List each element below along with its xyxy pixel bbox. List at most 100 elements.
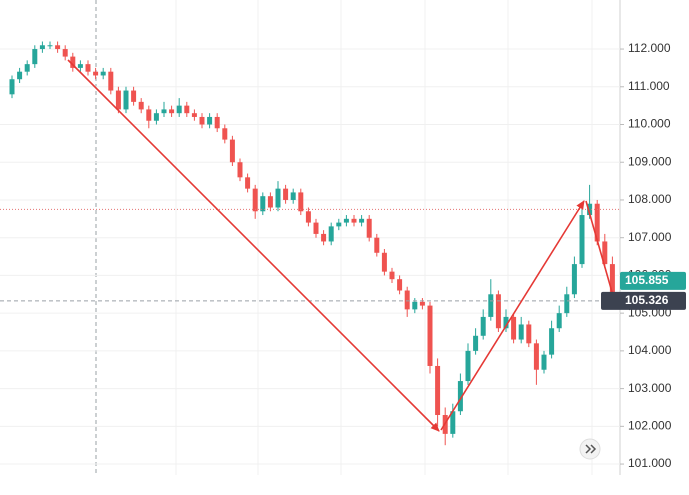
- y-tick-label: 109.000: [628, 154, 672, 168]
- candle-body: [77, 64, 83, 68]
- candle-body: [275, 188, 281, 208]
- scroll-button[interactable]: [579, 438, 601, 460]
- candle-body: [450, 411, 456, 434]
- candle-body: [191, 113, 197, 117]
- candle-body: [313, 222, 319, 234]
- grid: 101.000102.000103.000104.000105.000106.0…: [0, 41, 672, 470]
- candle-body: [587, 203, 593, 216]
- candle-body: [237, 162, 243, 178]
- candle-body: [473, 335, 479, 351]
- candle-body: [229, 139, 235, 163]
- trend-arrow: [585, 200, 618, 307]
- candle-body: [245, 177, 251, 189]
- candle-body: [24, 64, 30, 72]
- candle-body: [85, 64, 91, 72]
- candle-body: [526, 324, 532, 344]
- candle-body: [465, 350, 471, 382]
- candle-body: [260, 196, 266, 212]
- candle-body: [146, 109, 152, 121]
- candle-body: [222, 128, 228, 140]
- candle-body: [404, 290, 410, 310]
- y-tick-label: 108.000: [628, 192, 672, 206]
- candle-body: [343, 218, 349, 223]
- candle-body: [571, 264, 577, 295]
- candle-body: [108, 71, 114, 91]
- candle-body: [533, 343, 539, 370]
- candle-body: [252, 188, 258, 212]
- candle-body: [93, 71, 99, 76]
- y-tick-label: 103.000: [628, 381, 672, 395]
- candle-body: [374, 237, 380, 253]
- candle-body: [298, 192, 304, 212]
- candle-body: [199, 116, 205, 125]
- y-tick-label: 112.000: [628, 41, 671, 55]
- candle-body: [412, 301, 418, 310]
- candle-body: [115, 90, 121, 110]
- candle-body: [336, 222, 342, 227]
- candle-body: [290, 192, 296, 200]
- candle-body: [359, 218, 365, 223]
- candle-body: [602, 241, 608, 265]
- y-tick-label: 111.000: [628, 79, 670, 93]
- candle-body: [389, 271, 395, 280]
- scroll-icon: [585, 444, 597, 454]
- last-price-box: [620, 271, 686, 290]
- candle-body: [541, 354, 547, 370]
- trend-arrow: [440, 200, 585, 431]
- candle-body: [267, 196, 273, 208]
- crosshair-price-box: [601, 291, 686, 310]
- candle-body: [214, 116, 220, 129]
- candle-body: [549, 328, 555, 355]
- candle-body: [131, 90, 137, 102]
- candle-body: [153, 113, 159, 121]
- candle-body: [328, 226, 334, 242]
- y-tick-label: 102.000: [628, 419, 672, 433]
- y-tick-label: 107.000: [628, 230, 672, 244]
- candle-body: [17, 71, 23, 80]
- candle-body: [457, 381, 463, 412]
- candle-body: [564, 294, 570, 314]
- candle-body: [9, 79, 15, 95]
- candle-body: [480, 316, 486, 336]
- candle-body: [62, 49, 68, 57]
- y-tick-label: 101.000: [628, 456, 672, 470]
- candle-body: [381, 252, 387, 272]
- candle-body: [55, 45, 61, 50]
- candle-body: [70, 56, 76, 68]
- candle-body: [495, 294, 501, 329]
- trend-arrows: [67, 59, 618, 432]
- candle-body: [366, 218, 372, 238]
- candle-body: [138, 101, 144, 110]
- candle-body: [176, 105, 182, 114]
- price-labels: 105.855 105.326: [601, 271, 686, 310]
- candle-body: [556, 313, 562, 329]
- candle-body: [518, 324, 524, 340]
- candle-body: [123, 90, 129, 110]
- candle-body: [305, 211, 311, 223]
- candle-body: [321, 233, 327, 242]
- candle-body: [594, 203, 600, 242]
- candle-body: [609, 264, 615, 302]
- candle-body: [511, 316, 517, 340]
- candle-body: [161, 109, 167, 114]
- candle-body: [39, 45, 45, 50]
- crosshair-price-label: 105.326: [625, 293, 669, 307]
- y-tick-label: 104.000: [628, 343, 672, 357]
- candle-body: [184, 105, 190, 114]
- candle-body: [207, 116, 213, 125]
- y-tick-label: 110.000: [628, 117, 671, 131]
- candle-body: [47, 45, 53, 47]
- candle-body: [419, 301, 425, 306]
- candle-body: [427, 305, 433, 366]
- candle-body: [32, 49, 38, 65]
- candle-body: [351, 218, 357, 223]
- candle-body: [579, 215, 585, 265]
- candle-body: [503, 316, 509, 329]
- last-price-label: 105.855: [625, 273, 669, 287]
- candle-body: [397, 279, 403, 291]
- candle-body: [169, 109, 175, 114]
- candle-body: [435, 365, 441, 416]
- candle-body: [488, 294, 494, 317]
